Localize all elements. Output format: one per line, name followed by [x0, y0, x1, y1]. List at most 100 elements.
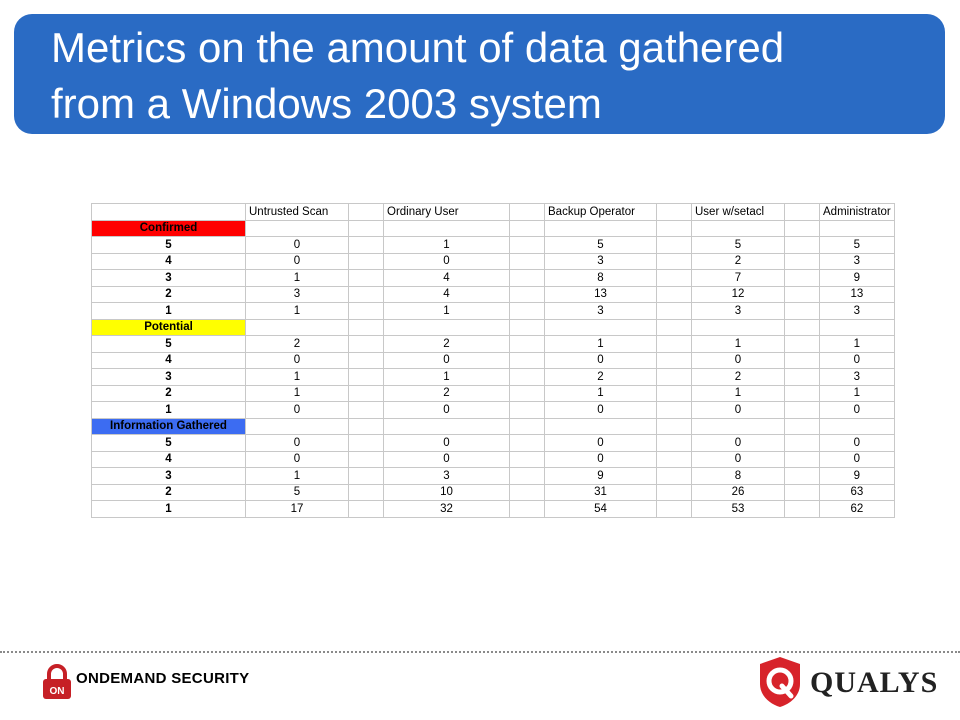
value-cell: 17	[245, 500, 349, 518]
spacer-cell	[509, 401, 545, 419]
value-cell: 1	[383, 368, 510, 386]
value-cell: 0	[819, 434, 895, 452]
title-banner: Metrics on the amount of data gathered f…	[14, 14, 945, 134]
value-cell: 5	[691, 236, 785, 254]
metrics-table: Untrusted Scan Ordinary User Backup Operat…	[91, 203, 895, 518]
empty-cell	[245, 318, 349, 336]
value-cell: 0	[245, 450, 349, 468]
value-cell: 54	[544, 500, 657, 518]
empty-cell	[819, 219, 895, 237]
spacer-cell	[784, 368, 820, 386]
value-cell: 4	[383, 269, 510, 287]
value-cell: 9	[544, 467, 657, 485]
empty-cell	[245, 417, 349, 435]
table-row: 2 5 10 31 26 63	[91, 483, 895, 501]
level-label: 4	[91, 351, 246, 369]
value-cell: 3	[544, 302, 657, 320]
value-cell: 5	[544, 236, 657, 254]
spacer-cell	[784, 483, 820, 501]
spacer-cell	[656, 401, 692, 419]
footer-divider	[0, 651, 960, 653]
spacer-cell	[656, 252, 692, 270]
value-cell: 1	[245, 384, 349, 402]
value-cell: 63	[819, 483, 895, 501]
value-cell: 4	[383, 285, 510, 303]
table-header-row: Untrusted Scan Ordinary User Backup Operat…	[91, 203, 895, 221]
column-header: Ordinary User	[383, 203, 510, 221]
spacer-cell	[784, 434, 820, 452]
spacer-cell	[348, 450, 384, 468]
value-cell: 53	[691, 500, 785, 518]
spacer-cell	[656, 368, 692, 386]
spacer-cell	[348, 384, 384, 402]
value-cell: 1	[383, 236, 510, 254]
value-cell: 3	[383, 467, 510, 485]
qualys-logo: QUALYS	[758, 656, 937, 708]
value-cell: 9	[819, 269, 895, 287]
spacer-cell	[784, 467, 820, 485]
value-cell: 5	[819, 236, 895, 254]
value-cell: 1	[245, 368, 349, 386]
spacer-cell	[656, 203, 692, 221]
value-cell: 1	[819, 335, 895, 353]
value-cell: 0	[245, 434, 349, 452]
value-cell: 2	[245, 335, 349, 353]
spacer-cell	[784, 335, 820, 353]
value-cell: 3	[245, 285, 349, 303]
level-label: 1	[91, 302, 246, 320]
empty-cell	[691, 219, 785, 237]
spacer-cell	[509, 467, 545, 485]
spacer-cell	[784, 302, 820, 320]
empty-cell	[383, 318, 510, 336]
spacer-cell	[348, 434, 384, 452]
level-label: 1	[91, 401, 246, 419]
value-cell: 12	[691, 285, 785, 303]
column-header: Untrusted Scan	[245, 203, 349, 221]
spacer-cell	[784, 384, 820, 402]
spacer-cell	[348, 368, 384, 386]
value-cell: 0	[691, 351, 785, 369]
spacer-cell	[656, 351, 692, 369]
ondemand-security-logo: ON ONDEMAND SECURITY	[40, 664, 249, 704]
level-label: 5	[91, 335, 246, 353]
spacer-cell	[656, 450, 692, 468]
spacer-cell	[509, 483, 545, 501]
spacer-cell	[509, 285, 545, 303]
q-shield-icon	[760, 657, 800, 707]
lock-icon: ON	[43, 664, 71, 699]
empty-cell	[509, 219, 545, 237]
empty-cell	[784, 318, 820, 336]
spacer-cell	[509, 500, 545, 518]
value-cell: 2	[383, 384, 510, 402]
section-header-row: Potential	[91, 318, 895, 336]
spacer-cell	[509, 434, 545, 452]
value-cell: 1	[819, 384, 895, 402]
value-cell: 0	[383, 401, 510, 419]
spacer-cell	[348, 203, 384, 221]
value-cell: 1	[544, 384, 657, 402]
value-cell: 0	[691, 450, 785, 468]
value-cell: 1	[544, 335, 657, 353]
value-cell: 0	[245, 252, 349, 270]
spacer-cell	[509, 450, 545, 468]
section-label: Potential	[91, 318, 246, 336]
value-cell: 0	[245, 351, 349, 369]
spacer-cell	[509, 302, 545, 320]
value-cell: 8	[691, 467, 785, 485]
value-cell: 2	[691, 368, 785, 386]
value-cell: 0	[819, 450, 895, 468]
spacer-cell	[509, 351, 545, 369]
value-cell: 0	[383, 450, 510, 468]
value-cell: 1	[691, 384, 785, 402]
value-cell: 3	[691, 302, 785, 320]
spacer-cell	[656, 236, 692, 254]
value-cell: 0	[245, 236, 349, 254]
value-cell: 7	[691, 269, 785, 287]
